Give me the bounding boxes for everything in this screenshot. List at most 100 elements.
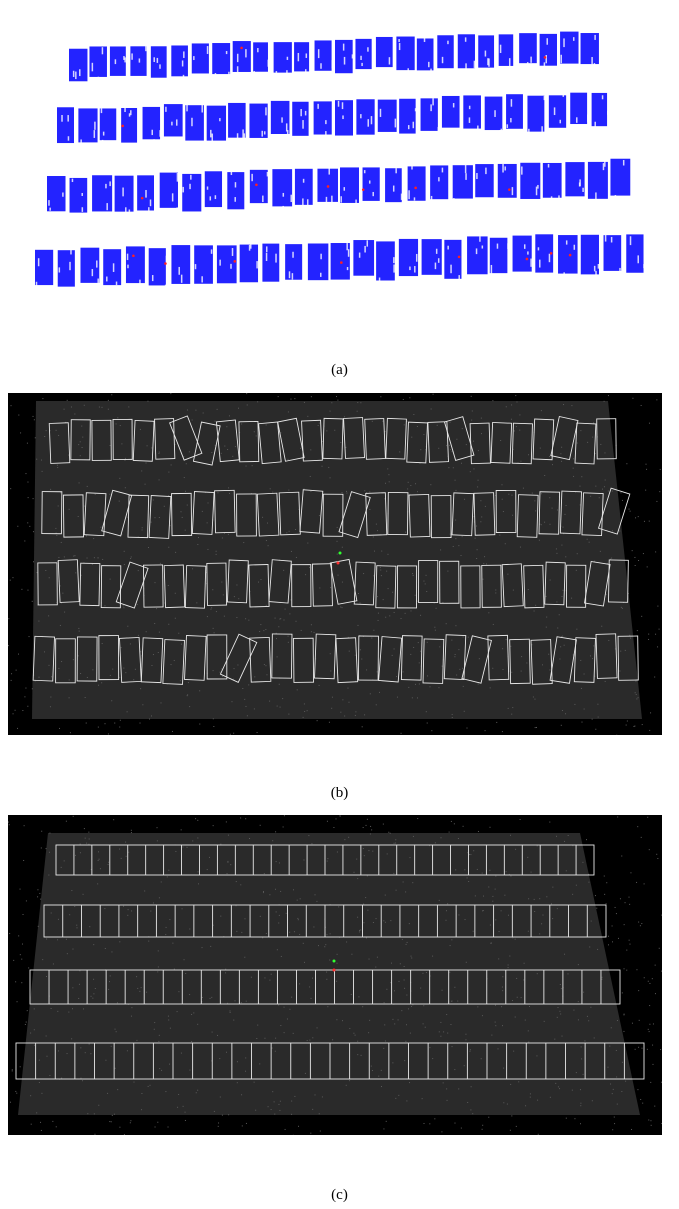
detection-box <box>98 635 120 681</box>
detection-box <box>184 565 207 609</box>
detection-box <box>584 560 611 607</box>
detection-box <box>148 495 172 539</box>
point-cloud-row <box>47 158 631 216</box>
detection-box <box>143 564 164 608</box>
detection-box <box>100 565 122 609</box>
detection-box <box>249 636 272 683</box>
detection-box <box>597 487 631 535</box>
detection-box <box>596 418 617 460</box>
detection-box-row <box>32 633 639 685</box>
detection-box <box>236 493 257 537</box>
detection-box <box>215 419 240 463</box>
detection-box <box>509 638 531 685</box>
detection-box <box>451 492 474 537</box>
detection-box <box>70 419 91 461</box>
detection-box <box>490 421 513 464</box>
detection-box <box>617 635 639 681</box>
detection-box <box>338 491 371 539</box>
detection-box <box>37 562 58 606</box>
detection-box <box>375 565 397 609</box>
detection-box <box>511 422 533 465</box>
detection-box <box>226 559 249 604</box>
refined-box-row <box>29 969 621 1005</box>
detection-box <box>112 418 133 460</box>
detection-box <box>443 416 475 461</box>
ground-point-texture <box>8 393 661 735</box>
detection-box <box>278 491 301 536</box>
detection-box <box>443 634 467 681</box>
detection-box <box>322 417 344 460</box>
detection-box <box>550 415 579 461</box>
initial-detection-image <box>8 393 661 735</box>
detection-box-row <box>41 487 631 539</box>
detection-box <box>162 639 185 685</box>
detection-box <box>481 564 502 608</box>
detection-box-row <box>37 558 629 609</box>
detection-box <box>293 637 315 683</box>
detection-box-row <box>48 415 617 466</box>
point-cloud-rows-image <box>35 31 645 294</box>
detection-box <box>268 559 292 604</box>
detection-box <box>219 633 258 683</box>
detection-box <box>140 637 164 684</box>
detection-box <box>184 635 207 681</box>
detection-box <box>544 561 566 606</box>
detection-box <box>154 418 176 460</box>
detection-box <box>169 415 203 461</box>
detection-box <box>206 634 228 680</box>
detection-box <box>277 417 305 462</box>
detection-box <box>427 421 449 463</box>
detection-box <box>322 493 344 537</box>
detection-box <box>115 561 149 609</box>
detection-box <box>608 559 629 603</box>
refined-detection-image <box>8 815 662 1135</box>
detection-box <box>132 419 155 462</box>
detection-box <box>549 636 577 684</box>
detection-box <box>559 490 582 535</box>
detection-box <box>439 560 460 604</box>
detection-box <box>55 638 76 684</box>
detection-box <box>256 492 280 537</box>
detection-box <box>248 564 270 608</box>
detection-box <box>418 560 439 604</box>
detection-box <box>171 492 193 537</box>
detection-box <box>48 422 71 464</box>
detection-box <box>487 634 510 681</box>
detection-box <box>291 564 312 608</box>
detection-box <box>258 421 282 465</box>
detection-box <box>62 494 84 538</box>
detection-box <box>501 563 524 608</box>
detection-box <box>76 636 98 682</box>
detection-box <box>314 633 337 680</box>
detection-box <box>311 563 333 607</box>
detection-box <box>516 494 539 538</box>
detection-box <box>163 564 186 609</box>
detection-box <box>127 494 150 539</box>
detection-box <box>83 492 107 537</box>
detection-box <box>495 489 517 533</box>
detection-box <box>378 636 403 683</box>
detection-box <box>301 419 323 462</box>
detection-box <box>101 489 133 537</box>
detection-box <box>353 561 376 606</box>
detection-box <box>396 565 418 609</box>
detection-box <box>41 491 63 535</box>
point-cloud-row <box>35 232 645 294</box>
detection-box <box>192 421 221 466</box>
detection-box <box>357 635 379 681</box>
detection-box <box>387 491 409 536</box>
caption-a: (a) <box>331 362 348 378</box>
detection-box <box>57 559 80 603</box>
detection-box <box>214 489 236 534</box>
detection-box <box>91 419 112 461</box>
refined-box-row <box>43 904 607 938</box>
detection-box <box>469 422 491 465</box>
detection-box <box>532 418 555 461</box>
detection-box <box>573 637 596 683</box>
detection-box <box>461 635 492 684</box>
detection-box <box>329 558 358 605</box>
detection-box <box>364 418 386 460</box>
detection-box <box>79 562 101 607</box>
detection-box <box>118 636 142 683</box>
detection-box <box>430 495 452 539</box>
